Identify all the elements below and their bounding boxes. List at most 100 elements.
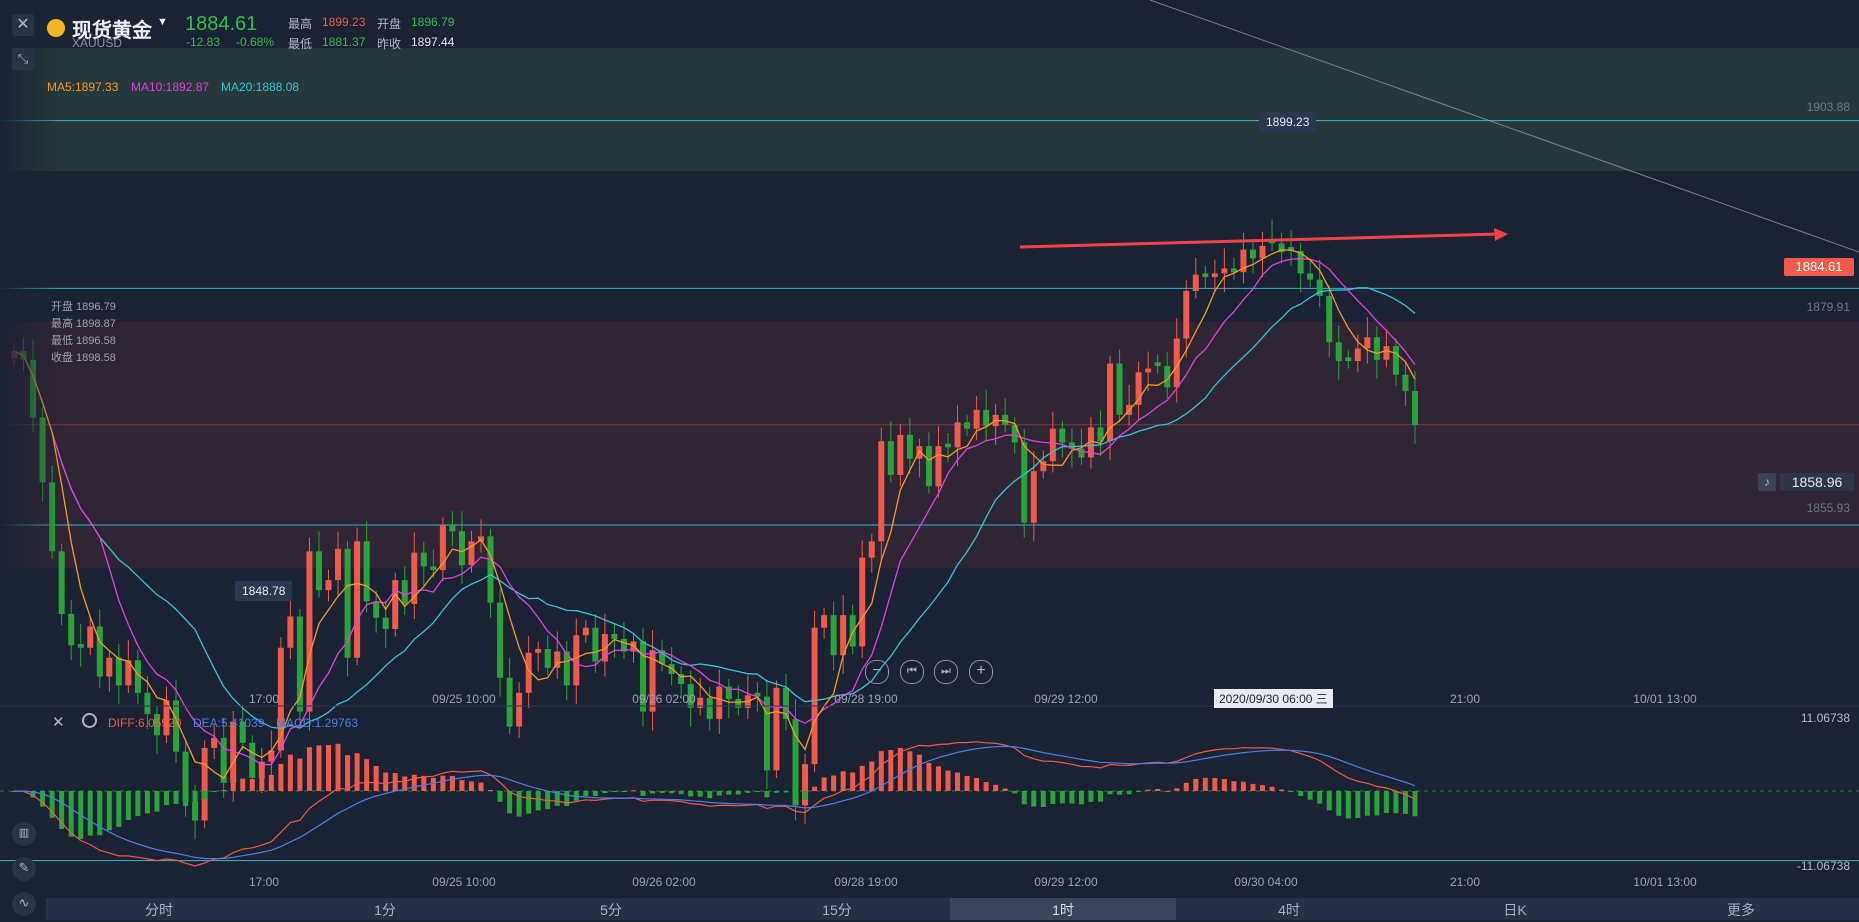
candle-body bbox=[773, 687, 780, 771]
candle-body bbox=[735, 699, 742, 708]
trend-tool-icon[interactable]: ∿ bbox=[12, 892, 36, 916]
macd-bar bbox=[297, 758, 303, 791]
macd-bar bbox=[1021, 791, 1027, 805]
dropdown-chevron-icon[interactable]: ▼ bbox=[157, 16, 168, 28]
last-price: 1884.61 bbox=[185, 13, 258, 35]
tab-daily[interactable]: 日K bbox=[1503, 902, 1527, 918]
x-tick-label: 21:00 bbox=[1450, 692, 1480, 706]
zoom-in-button[interactable]: + bbox=[969, 660, 993, 684]
left-fade bbox=[0, 0, 60, 700]
macd-bar bbox=[1050, 791, 1056, 805]
candle-body bbox=[487, 536, 494, 603]
y-tick-label: 1903.88 bbox=[1807, 100, 1851, 114]
macd-bar bbox=[935, 766, 941, 791]
candle-body bbox=[1049, 428, 1056, 462]
candle-body bbox=[144, 692, 151, 715]
macd-y-tick-label: 11.06738 bbox=[1801, 711, 1850, 725]
tab-timeshare[interactable]: 分时 bbox=[145, 902, 173, 918]
candle-body bbox=[401, 580, 408, 604]
candle-body bbox=[601, 633, 608, 662]
macd-bar bbox=[1250, 783, 1256, 791]
tab-1hour[interactable]: 1时 bbox=[950, 898, 1176, 920]
candle-body bbox=[525, 652, 532, 693]
macd-bar bbox=[1193, 778, 1199, 791]
macd-bar bbox=[459, 780, 465, 791]
macd-bar bbox=[507, 791, 513, 814]
zoom-out-button[interactable]: − bbox=[865, 660, 889, 684]
candle-body bbox=[1240, 249, 1247, 273]
macd-bar bbox=[630, 790, 636, 792]
candle-body bbox=[287, 616, 294, 648]
tab-5min[interactable]: 5分 bbox=[600, 902, 622, 918]
candle-body bbox=[887, 441, 894, 475]
candle-body bbox=[516, 692, 523, 727]
macd-bar bbox=[211, 791, 217, 792]
macd-bar bbox=[1031, 791, 1037, 807]
macd-bar bbox=[421, 775, 427, 791]
macd-close-icon[interactable]: ✕ bbox=[52, 714, 65, 731]
macd-bar bbox=[1317, 791, 1323, 804]
candle-body bbox=[1345, 357, 1352, 362]
alert-price[interactable]: 1858.96 bbox=[1780, 473, 1854, 491]
candle-body bbox=[620, 638, 627, 652]
candle-body bbox=[945, 443, 951, 448]
macd-bar bbox=[192, 791, 198, 808]
macd-bar bbox=[888, 749, 894, 791]
candle-body bbox=[173, 700, 180, 752]
candle-body bbox=[582, 627, 589, 636]
instrument-name[interactable]: 现货黄金 bbox=[72, 20, 152, 42]
macd-bar bbox=[554, 791, 560, 806]
indicator-icon[interactable]: ▥ bbox=[12, 822, 36, 846]
candle-body bbox=[354, 541, 361, 658]
candle-body bbox=[592, 627, 599, 662]
macd-bar bbox=[87, 791, 93, 836]
y-tick-label: 1855.93 bbox=[1807, 501, 1851, 515]
candle-body bbox=[382, 617, 389, 629]
candle-body bbox=[230, 721, 237, 783]
candle-body bbox=[659, 650, 666, 665]
macd-bar bbox=[240, 778, 246, 791]
macd-bar bbox=[840, 771, 846, 791]
diff-line bbox=[13, 741, 1416, 867]
draw-tool-icon[interactable]: ✎ bbox=[12, 857, 36, 881]
macd-bar bbox=[878, 751, 884, 791]
macd-bar bbox=[754, 791, 760, 792]
candle-body bbox=[763, 696, 770, 771]
macd-bar bbox=[764, 791, 770, 798]
tab-4hour[interactable]: 4时 bbox=[1278, 902, 1300, 918]
candle-body bbox=[697, 697, 704, 708]
macd-bar bbox=[183, 791, 189, 807]
macd-bar bbox=[144, 791, 150, 814]
macd-bar bbox=[173, 791, 179, 804]
tab-1min[interactable]: 1分 bbox=[374, 902, 396, 918]
macd-settings-icon[interactable] bbox=[82, 713, 97, 728]
candle-body bbox=[211, 737, 218, 748]
high-value: 1899.23 bbox=[322, 15, 366, 29]
low-label: 最低 bbox=[288, 37, 313, 51]
ma20-line bbox=[13, 287, 1416, 730]
next-page-button[interactable]: ⏭ bbox=[934, 660, 958, 684]
macd-bar bbox=[583, 791, 589, 797]
candle-body bbox=[306, 551, 313, 712]
tab-more[interactable]: 更多 bbox=[1727, 902, 1755, 918]
tooltip-open: 开盘 1896.79 bbox=[51, 301, 116, 313]
candle-body bbox=[706, 697, 713, 720]
macd-bar bbox=[1002, 788, 1008, 791]
macd-bar bbox=[1117, 791, 1123, 795]
macd-bar bbox=[249, 779, 255, 791]
candle-body bbox=[849, 615, 856, 647]
macd-bar bbox=[1393, 791, 1399, 814]
x-tick-label: 09/29 12:00 bbox=[1034, 692, 1098, 706]
tab-15min[interactable]: 15分 bbox=[822, 902, 852, 918]
collapse-button[interactable]: ⤡ bbox=[12, 48, 34, 70]
candle-body bbox=[296, 616, 303, 712]
macd-bar bbox=[869, 761, 875, 791]
candle-body bbox=[1078, 448, 1085, 458]
macd-bar bbox=[621, 791, 627, 792]
close-button[interactable]: ✕ bbox=[12, 14, 34, 36]
alert-bell-icon[interactable]: ♪ bbox=[1758, 473, 1776, 491]
macd-bar bbox=[916, 754, 922, 791]
ohlc-tooltip: 开盘 1896.79 最高 1898.87 最低 1896.58 收盘 1898… bbox=[51, 299, 116, 367]
candle-body bbox=[1116, 363, 1123, 415]
prev-page-button[interactable]: ⏮ bbox=[900, 660, 924, 684]
